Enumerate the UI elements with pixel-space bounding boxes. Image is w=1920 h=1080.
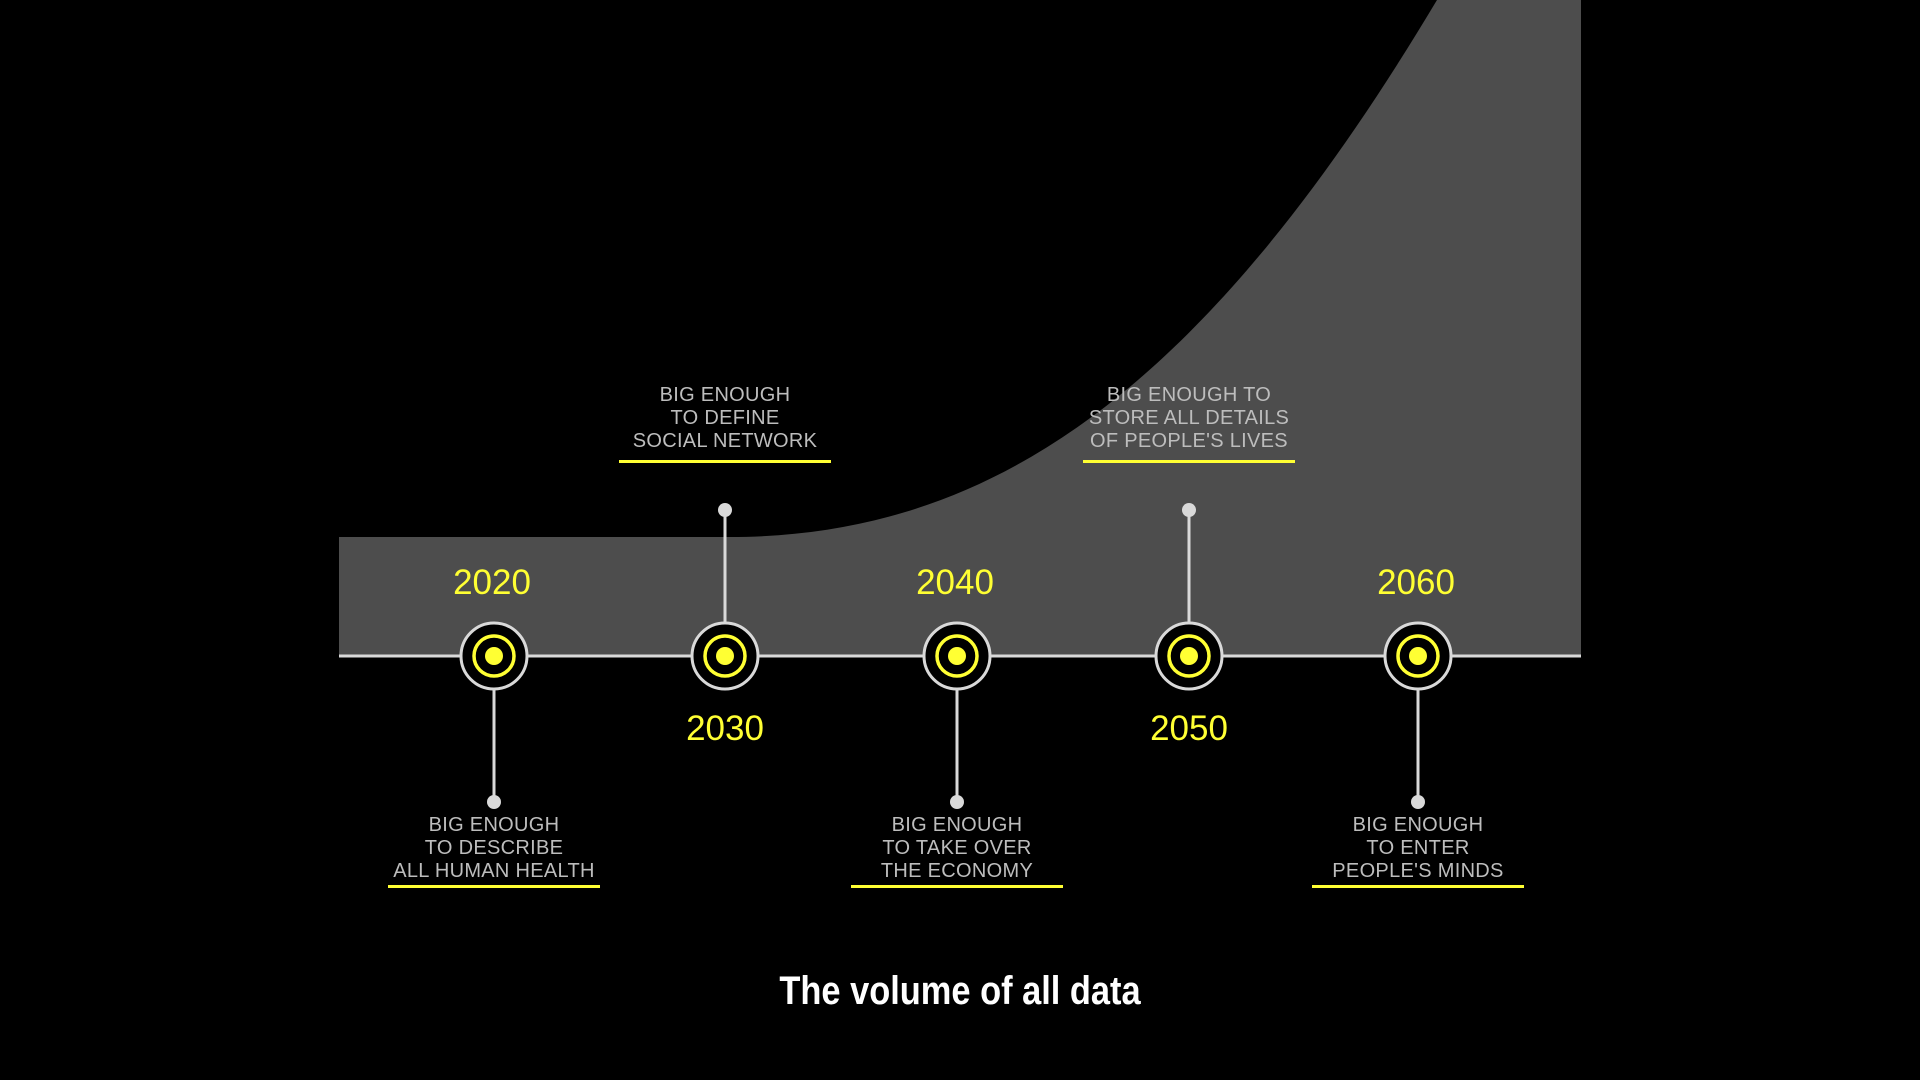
milestone-year-2060: 2060 bbox=[1377, 563, 1455, 602]
milestone-underline bbox=[619, 460, 831, 463]
milestone-core-dot bbox=[716, 647, 734, 665]
milestone-inner-ring bbox=[472, 634, 516, 678]
milestone-description-line: TO ENTER bbox=[1366, 837, 1470, 859]
connector-end-dot bbox=[950, 795, 964, 809]
connector-end-dot bbox=[1411, 795, 1425, 809]
milestone-underline bbox=[1083, 460, 1295, 463]
milestone-description-line: STORE ALL DETAILS bbox=[1088, 407, 1290, 429]
milestone-description: BIG ENOUGH TO DESCRIBE ALL HUMAN HEALTH bbox=[364, 814, 624, 883]
milestone-year-2020: 2020 bbox=[453, 563, 531, 602]
milestone-underline bbox=[851, 885, 1063, 888]
milestone-core-dot bbox=[1409, 647, 1427, 665]
milestone-description-line: TO DESCRIBE bbox=[424, 837, 564, 859]
milestone-description-line: BIG ENOUGH bbox=[1352, 814, 1484, 836]
milestone-description-line: SOCIAL NETWORK bbox=[632, 430, 818, 452]
milestone-year-2050: 2050 bbox=[1150, 709, 1228, 748]
milestone-underline bbox=[1312, 885, 1524, 888]
milestone-underline bbox=[388, 885, 600, 888]
milestone-description-line: OF PEOPLE'S LIVES bbox=[1090, 430, 1288, 452]
milestone-description: BIG ENOUGH TO ENTER PEOPLE'S MINDS bbox=[1288, 814, 1548, 883]
milestone-year-2040: 2040 bbox=[916, 563, 994, 602]
milestone-description-line: BIG ENOUGH TO bbox=[1106, 384, 1272, 406]
milestone-description-line: BIG ENOUGH bbox=[891, 814, 1023, 836]
milestone-description-line: TO DEFINE bbox=[670, 407, 780, 429]
connector-end-dot bbox=[1182, 503, 1196, 517]
milestone-markers bbox=[459, 503, 1453, 809]
milestone-description-line: ALL HUMAN HEALTH bbox=[393, 860, 595, 882]
milestone-core-dot bbox=[948, 647, 966, 665]
milestone-description-line: BIG ENOUGH bbox=[659, 384, 791, 406]
milestone-inner-ring bbox=[1167, 634, 1211, 678]
milestone-description-line: PEOPLE'S MINDS bbox=[1332, 860, 1504, 882]
milestone-description-line: THE ECONOMY bbox=[880, 860, 1034, 882]
milestone-core-dot bbox=[485, 647, 503, 665]
diagram-caption: The volume of all data bbox=[779, 969, 1141, 1013]
connector-end-dot bbox=[718, 503, 732, 517]
milestone-inner-ring bbox=[1396, 634, 1440, 678]
milestone-year-2030: 2030 bbox=[686, 709, 764, 748]
milestone-description-line: TO TAKE OVER bbox=[882, 837, 1032, 859]
milestone-inner-ring bbox=[703, 634, 747, 678]
data-volume-area bbox=[339, 0, 1581, 656]
milestone-inner-ring bbox=[935, 634, 979, 678]
milestone-description-line: BIG ENOUGH bbox=[428, 814, 560, 836]
milestone-core-dot bbox=[1180, 647, 1198, 665]
milestone-description: BIG ENOUGH TO TAKE OVER THE ECONOMY bbox=[827, 814, 1087, 883]
milestone-description: BIG ENOUGH TO DEFINE SOCIAL NETWORK bbox=[595, 384, 855, 453]
connector-end-dot bbox=[487, 795, 501, 809]
milestone-description: BIG ENOUGH TO STORE ALL DETAILS OF PEOPLE'… bbox=[1059, 384, 1319, 453]
